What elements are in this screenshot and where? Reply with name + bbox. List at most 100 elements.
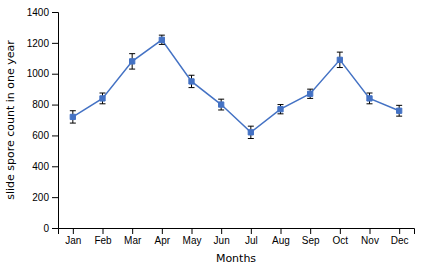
error-bar <box>337 52 343 67</box>
error-bar-cap <box>129 69 135 70</box>
x-tick-mark <box>132 228 133 234</box>
x-tick: May <box>183 228 202 246</box>
error-bar-cap <box>337 67 343 68</box>
y-tick-mark <box>52 43 58 44</box>
marker <box>100 96 105 101</box>
error-bar-cap <box>218 99 224 100</box>
x-tick-label: Apr <box>155 235 171 246</box>
x-tick: Apr <box>155 228 171 246</box>
x-tick-label: Dec <box>391 235 409 246</box>
y-tick: 1400 <box>27 7 58 18</box>
y-tick-mark <box>52 135 58 136</box>
error-bar-cap <box>70 123 76 124</box>
error-bar <box>159 35 165 44</box>
y-tick-label: 800 <box>32 99 49 110</box>
x-tick-label: Sep <box>302 235 320 246</box>
y-tick-label: 200 <box>32 192 49 203</box>
marker <box>278 107 283 112</box>
error-bar-cap <box>100 93 106 94</box>
y-tick-label: 1000 <box>27 68 50 79</box>
error-bar-cap <box>159 35 165 36</box>
marks <box>70 35 402 138</box>
chart-container: Jan Feb Mar Apr May Jun Jul Aug Sep Oct Nov Dec 0 200… <box>0 0 428 270</box>
error-bar-cap <box>189 75 195 76</box>
x-axis-title: Months <box>216 252 256 265</box>
y-tick: 0 <box>43 223 58 234</box>
y-tick: 800 <box>32 99 58 110</box>
y-tick-label: 400 <box>32 161 49 172</box>
error-bar-cap <box>396 105 402 106</box>
x-tick-mark <box>162 228 163 234</box>
plot: Jan Feb Mar Apr May Jun Jul Aug Sep Oct Nov Dec 0 200… <box>27 7 415 246</box>
x-tick-mark <box>251 228 252 234</box>
x-tick-label: Aug <box>272 235 290 246</box>
line <box>73 40 399 133</box>
marker <box>367 96 372 101</box>
error-bars <box>70 35 402 138</box>
y-tick-mark <box>52 105 58 106</box>
x-tick: Oct <box>333 228 349 246</box>
y-axis: 0 200 400 600 800 1000 1200 1400 <box>27 7 59 234</box>
x-tick: Nov <box>361 228 379 246</box>
marker <box>189 79 194 84</box>
error-bar <box>129 54 135 69</box>
error-bar-cap <box>307 89 313 90</box>
x-tick: Jun <box>214 228 230 246</box>
x-tick-mark <box>221 228 222 234</box>
x-tick: Sep <box>302 228 320 246</box>
y-tick-label: 0 <box>43 223 49 234</box>
x-tick-mark <box>370 228 371 234</box>
x-tick-label: Jul <box>245 235 258 246</box>
marker <box>159 37 164 42</box>
x-tick: Jul <box>245 228 258 246</box>
y-tick: 1000 <box>27 68 58 79</box>
error-bar-cap <box>248 138 254 139</box>
y-tick: 200 <box>32 192 58 203</box>
error-bar-cap <box>100 103 106 104</box>
marker <box>308 91 313 96</box>
chart-svg: Jan Feb Mar Apr May Jun Jul Aug Sep Oct Nov Dec 0 200… <box>0 0 428 270</box>
error-bar <box>100 93 106 104</box>
error-bar <box>218 99 224 110</box>
y-tick: 1200 <box>27 38 58 49</box>
y-tick-mark <box>52 12 58 13</box>
error-bar <box>307 89 313 98</box>
error-bar-cap <box>129 53 135 54</box>
y-tick-label: 1200 <box>27 38 50 49</box>
x-tick-label: Oct <box>333 235 349 246</box>
error-bar-cap <box>70 110 76 111</box>
x-tick-mark <box>399 228 400 234</box>
error-bar-cap <box>337 52 343 53</box>
error-bar <box>396 105 402 116</box>
y-axis-line <box>52 13 59 229</box>
x-tick-mark <box>103 228 104 234</box>
error-bar-cap <box>396 116 402 117</box>
x-axis-line <box>59 229 415 235</box>
error-bar-cap <box>248 126 254 127</box>
y-tick-label: 600 <box>32 130 49 141</box>
x-tick-mark <box>310 228 311 234</box>
marker <box>337 57 342 62</box>
x-tick: Dec <box>391 228 409 246</box>
error-bar-cap <box>278 104 284 105</box>
marker <box>70 114 75 119</box>
y-tick: 400 <box>32 161 58 172</box>
x-tick-label: Mar <box>124 235 142 246</box>
x-tick-label: Nov <box>361 235 379 246</box>
error-bar-cap <box>367 103 373 104</box>
error-bar-cap <box>218 109 224 110</box>
markers <box>70 37 402 135</box>
error-bar <box>248 126 254 138</box>
x-tick-label: Jan <box>65 235 81 246</box>
marker <box>130 59 135 64</box>
marker <box>219 102 224 107</box>
error-bar-cap <box>307 98 313 99</box>
y-axis-title: slide spore count in one year <box>4 40 17 200</box>
error-bar <box>189 75 195 87</box>
x-tick-mark <box>73 228 74 234</box>
x-tick: Mar <box>124 228 142 246</box>
error-bar <box>278 105 284 114</box>
x-tick-mark <box>192 228 193 234</box>
x-tick-mark <box>281 228 282 234</box>
x-tick-label: Feb <box>94 235 112 246</box>
